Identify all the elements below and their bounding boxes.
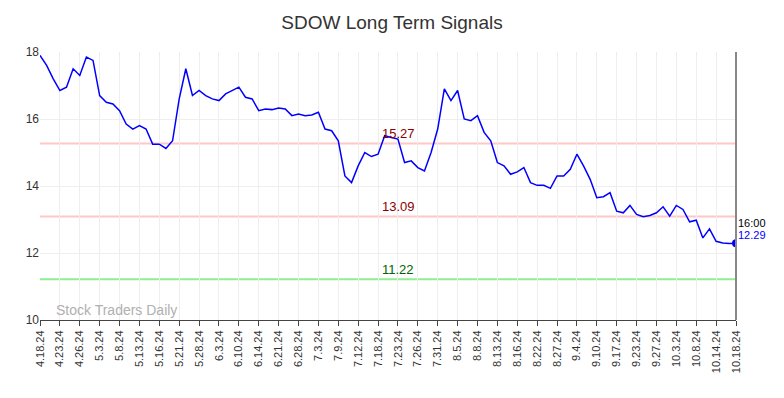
svg-text:5.3.24: 5.3.24 <box>93 330 105 361</box>
svg-text:4.23.24: 4.23.24 <box>53 330 65 367</box>
svg-text:8.22.24: 8.22.24 <box>531 330 543 367</box>
svg-text:6.28.24: 6.28.24 <box>292 330 304 367</box>
svg-text:7.31.24: 7.31.24 <box>431 330 443 367</box>
svg-text:10.8.24: 10.8.24 <box>690 330 702 367</box>
svg-text:9.23.24: 9.23.24 <box>630 330 642 367</box>
svg-text:7.26.24: 7.26.24 <box>411 330 423 367</box>
svg-text:5.21.24: 5.21.24 <box>173 330 185 367</box>
svg-text:10.14.24: 10.14.24 <box>710 330 722 373</box>
svg-text:11.22: 11.22 <box>382 262 414 277</box>
svg-text:9.10.24: 9.10.24 <box>590 330 602 367</box>
svg-text:4.26.24: 4.26.24 <box>73 330 85 367</box>
svg-text:9.4.24: 9.4.24 <box>570 330 582 361</box>
svg-text:SDOW Long Term Signals: SDOW Long Term Signals <box>281 12 502 33</box>
svg-text:5.13.24: 5.13.24 <box>133 330 145 367</box>
svg-text:Stock Traders Daily: Stock Traders Daily <box>56 302 177 318</box>
svg-text:7.3.24: 7.3.24 <box>312 330 324 361</box>
svg-text:10.3.24: 10.3.24 <box>670 330 682 367</box>
svg-text:9.27.24: 9.27.24 <box>650 330 662 367</box>
svg-text:8.16.24: 8.16.24 <box>511 330 523 367</box>
svg-text:10.18.24: 10.18.24 <box>730 330 742 373</box>
svg-text:5.28.24: 5.28.24 <box>193 330 205 367</box>
svg-text:7.23.24: 7.23.24 <box>392 330 404 367</box>
svg-text:12.29: 12.29 <box>738 229 766 241</box>
svg-text:8.8.24: 8.8.24 <box>471 330 483 361</box>
svg-text:7.12.24: 7.12.24 <box>352 330 364 367</box>
svg-text:9.17.24: 9.17.24 <box>610 330 622 367</box>
svg-text:8.5.24: 8.5.24 <box>451 330 463 361</box>
svg-text:10: 10 <box>26 313 40 327</box>
svg-text:7.18.24: 7.18.24 <box>372 330 384 367</box>
svg-text:18: 18 <box>26 45 40 59</box>
svg-text:8.13.24: 8.13.24 <box>491 330 503 367</box>
svg-text:16:00: 16:00 <box>738 217 766 229</box>
svg-text:6.10.24: 6.10.24 <box>232 330 244 367</box>
svg-text:13.09: 13.09 <box>382 199 415 214</box>
svg-text:12: 12 <box>26 246 40 260</box>
svg-text:6.3.24: 6.3.24 <box>213 330 225 361</box>
svg-text:15.27: 15.27 <box>382 126 415 141</box>
svg-text:5.16.24: 5.16.24 <box>153 330 165 367</box>
svg-text:6.14.24: 6.14.24 <box>252 330 264 367</box>
svg-text:7.9.24: 7.9.24 <box>332 330 344 361</box>
svg-text:14: 14 <box>26 179 40 193</box>
svg-text:5.8.24: 5.8.24 <box>113 330 125 361</box>
svg-text:6.21.24: 6.21.24 <box>272 330 284 367</box>
svg-text:8.27.24: 8.27.24 <box>551 330 563 367</box>
svg-text:16: 16 <box>26 112 40 126</box>
svg-text:4.18.24: 4.18.24 <box>34 330 46 367</box>
